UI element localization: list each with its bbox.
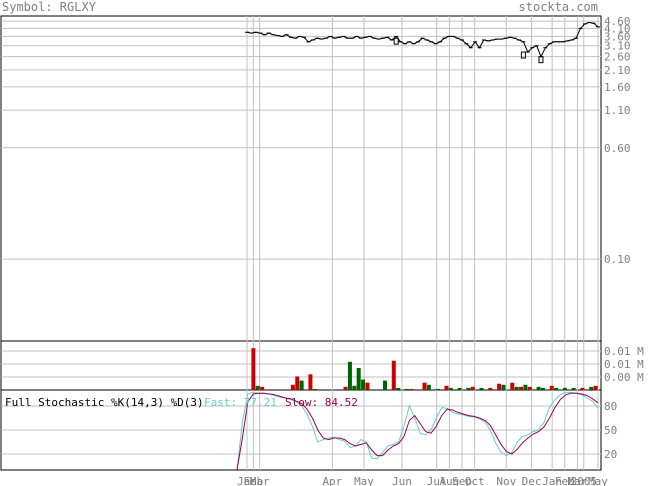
volume-bar (391, 360, 396, 390)
x-tick-label: Aug (439, 475, 459, 486)
price-panel-frame (0, 15, 602, 342)
x-tick-label: Mar (250, 475, 270, 486)
price-tick-label: 1.10 (604, 104, 631, 117)
volume-bar (290, 384, 295, 390)
stochastic-slow-label: Slow: 84.52 (285, 396, 358, 409)
x-tick-label: Oct (465, 475, 485, 486)
volume-bar (562, 387, 567, 390)
volume-bar (404, 388, 409, 390)
volume-bar (527, 386, 532, 390)
volume-bar (365, 382, 370, 390)
volume-bar (470, 386, 475, 390)
volume-bar (549, 385, 554, 390)
stochastic-title: Full Stochastic %K(14,3) %D(3) (5, 396, 204, 409)
x-tick-label: May (354, 475, 374, 486)
volume-bar (295, 376, 300, 390)
volume-bar (361, 379, 366, 390)
volume-bar (422, 382, 427, 390)
stochastic-tick-label: 50 (604, 424, 617, 437)
price-tick-label: 2.10 (604, 64, 631, 77)
volume-bar (383, 380, 388, 390)
x-tick-label: Sep (452, 475, 472, 486)
volume-bar (356, 368, 361, 390)
price-tick-label: 3.60 (604, 30, 631, 43)
stochastic-fast-label: Fast: 77.21 (204, 396, 277, 409)
price-tick-label: 2.60 (604, 51, 631, 64)
x-tick-label: May (588, 475, 608, 486)
price-candle-marker (538, 56, 544, 64)
volume-bar (396, 387, 401, 390)
volume-bar (501, 384, 506, 390)
site-label: stockta.com (519, 0, 598, 14)
volume-bar (593, 385, 598, 390)
price-candle-marker (520, 51, 526, 59)
price-tick-label: 0.60 (604, 142, 631, 155)
price-tick-label: 1.60 (604, 81, 631, 94)
volume-bar (299, 380, 304, 390)
x-tick-label: Jul (427, 475, 447, 486)
x-tick-label: Feb (243, 475, 263, 486)
x-tick-label: Apr (322, 475, 342, 486)
volume-bar (479, 387, 484, 390)
volume-bar (488, 387, 493, 390)
price-layer (245, 21, 600, 64)
volume-bar (255, 385, 260, 390)
volume-tick-label: 0.01 M (604, 358, 644, 371)
stochastic-layer (236, 391, 599, 471)
volume-bar (497, 383, 502, 390)
volume-bar (519, 386, 524, 390)
volume-bar (571, 387, 576, 390)
volume-bar (554, 387, 559, 390)
volume-bar (580, 387, 585, 390)
price-tick-label: 0.10 (604, 253, 631, 266)
volume-bar (251, 348, 256, 390)
x-tick-label: Feb (555, 475, 575, 486)
stochastic-fast-line (236, 391, 599, 471)
stochastic-slow-line (236, 392, 599, 471)
x-tick-label: 2005 (571, 475, 598, 486)
volume-bar (466, 387, 471, 390)
price-tick-label: 4.10 (604, 22, 631, 35)
symbol-label: Symbol: RGLXY (2, 0, 97, 14)
volume-bar (514, 386, 519, 390)
volume-bar (510, 382, 515, 390)
volume-tick-label: 0.00 M (604, 371, 644, 384)
x-tick-label: Nov (496, 475, 516, 486)
volume-bar (540, 387, 545, 390)
volume-bar (523, 384, 528, 390)
volume-layer (251, 348, 598, 390)
volume-bar (260, 386, 265, 390)
volume-bar (352, 385, 357, 390)
volume-tick-label: 0.01 M (604, 345, 644, 358)
volume-bar (343, 386, 348, 390)
price-line (246, 21, 599, 58)
x-tick-label: Jan (542, 475, 562, 486)
volume-bar (589, 386, 594, 390)
grid-layer (1, 16, 601, 470)
volume-bar (435, 388, 440, 390)
stochastic-tick-label: 80 (604, 400, 617, 413)
volume-bar (536, 386, 541, 390)
volume-bar (308, 374, 313, 390)
volume-bar (347, 361, 352, 390)
price-candle-marker (393, 37, 399, 45)
x-tick-label: Mar (568, 475, 588, 486)
volume-bar (448, 387, 453, 390)
volume-bar (426, 384, 431, 390)
price-tick-label: 3.10 (604, 40, 631, 53)
volume-bar (409, 388, 414, 390)
volume-bar (312, 388, 317, 390)
price-tick-label: 4.60 (604, 15, 631, 28)
volume-bar (444, 385, 449, 390)
x-tick-label: Jun (392, 475, 412, 486)
x-tick-label: Dec (522, 475, 542, 486)
volume-bar (457, 387, 462, 390)
x-tick-label: Jan (237, 475, 257, 486)
stochastic-tick-label: 20 (604, 448, 617, 461)
